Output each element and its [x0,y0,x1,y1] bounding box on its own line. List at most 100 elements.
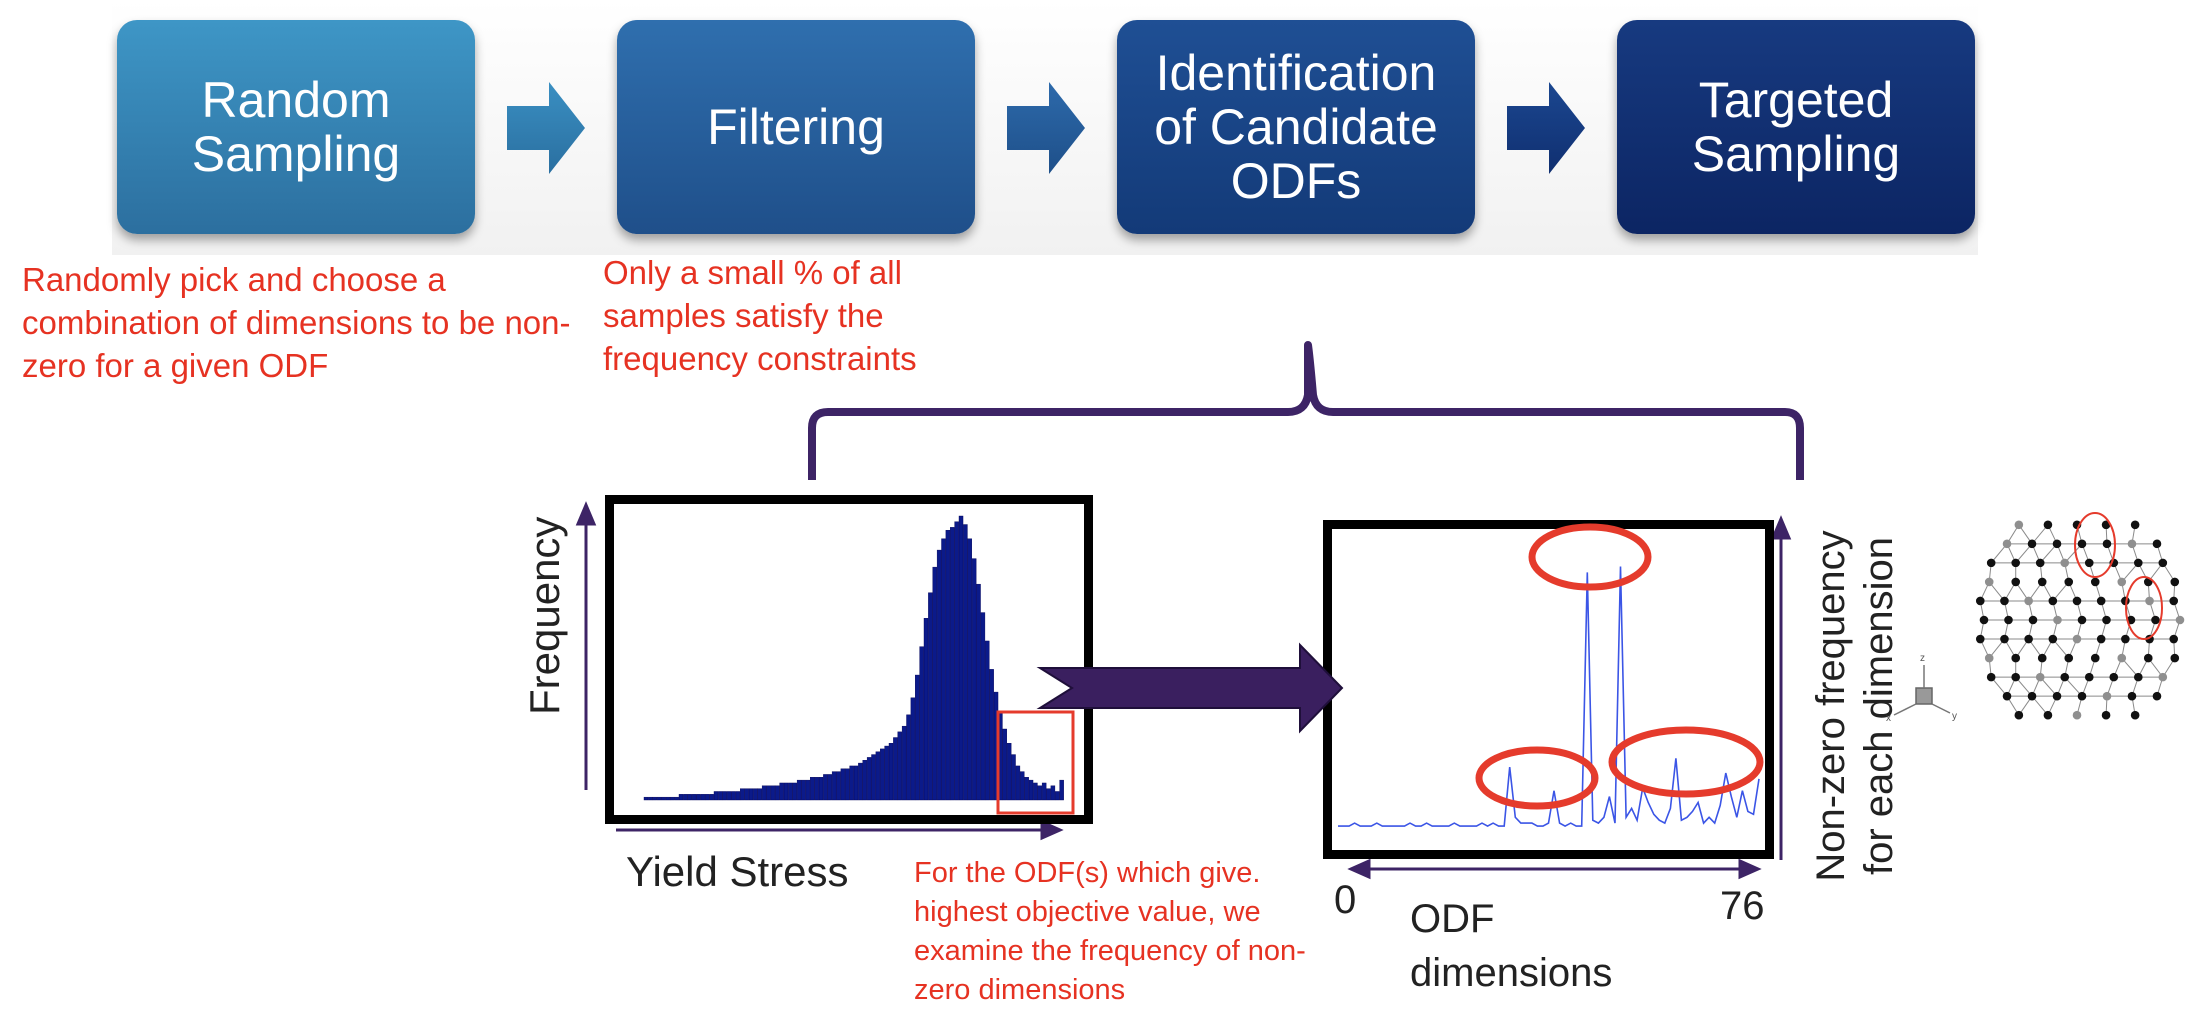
histogram-bar [915,674,920,801]
histogram-bar [840,768,846,801]
sphere-node [2052,691,2062,701]
odf-series-line [1338,566,1760,828]
histogram-bar [783,782,789,801]
step-filtering: Filtering [617,20,975,234]
sphere-node [2004,615,2013,625]
histogram-bar [740,788,745,801]
sphere-node [2175,615,2185,625]
sphere-node [2053,615,2062,625]
histogram-bar [1006,742,1012,801]
sphere-node [2145,596,2154,606]
histogram-bar [897,731,902,801]
sphere-node [2102,691,2112,701]
histogram-bar [836,771,841,801]
histogram-bar [910,697,916,801]
histogram-bar [906,714,911,801]
sphere-node [2028,615,2038,625]
sphere-node [2027,539,2037,549]
histogram-bar [753,788,758,801]
sphere-node [1984,577,1994,587]
histogram-bar [705,794,710,801]
sphere-node [2090,577,2100,587]
histogram-bar [1033,782,1038,801]
sphere-node [2101,710,2111,720]
histogram-bar [950,527,955,801]
sphere-node [2002,539,2012,549]
histogram-bar [731,791,736,801]
step-label: Targeted Sampling [1691,72,1901,182]
sphere-node [2130,520,2140,530]
histogram-bar [871,754,876,801]
sphere-node [2014,710,2024,720]
sphere-node [2043,520,2053,530]
histogram-bar [744,788,749,801]
histogram-bar [901,725,907,801]
histogram-bar [670,796,675,801]
histogram-bar [713,791,719,801]
sphere-node [2064,577,2074,587]
sphere-node [2000,596,2009,606]
histogram-bar [853,765,859,801]
histogram-bar [1059,779,1064,801]
histogram-bar [683,794,688,801]
histogram-bar [796,779,802,801]
histogram-bar [687,794,692,801]
note-odf-examine: For the ODF(s) which give. highest objec… [914,857,1306,1006]
histogram-bar [792,782,797,801]
histogram-bar [674,796,679,801]
sphere-node [2127,691,2137,701]
note-filtering: Only a small % of all samples satisfy th… [603,254,917,377]
sphere-node [2060,558,2070,568]
red-circle-right [1608,726,1764,798]
sphere-node [2048,634,2058,644]
sphere-node [1984,653,1994,663]
histogram-bar [941,538,946,801]
histogram-bar [665,796,671,801]
sphere-highlight-top [2074,512,2116,578]
histogram-bar [726,791,732,801]
histogram-bar [709,794,714,801]
histogram-bar [1046,788,1051,801]
histogram-bar [788,782,793,801]
sphere-node [2000,634,2009,644]
sphere-node [1975,634,1985,644]
sphere-node [2117,653,2127,663]
histogram-bar [656,796,662,801]
step-label: Filtering [707,99,885,155]
sphere-node [2109,672,2119,682]
sphere-node [2072,634,2082,644]
histogram-bar [880,748,885,801]
histogram-bar [1050,785,1056,801]
histogram-bar [735,791,741,801]
sphere-node [2060,672,2070,682]
histogram-bar [945,530,951,801]
sphere-node [2011,672,2021,682]
odf-xlabel: ODF dimensions [1410,897,1613,995]
histogram-chart [643,515,1064,801]
histogram-bar [875,751,881,801]
sphere-node [2072,710,2082,720]
histogram-y-axis [575,501,597,790]
sphere-node [2014,520,2024,530]
histogram-tail-highlight [996,710,1075,815]
histogram-bar [1002,728,1007,801]
sphere-node [2002,691,2012,701]
step-label: Identification of Candidate ODFs [1154,45,1438,209]
red-circle-top [1528,523,1652,591]
histogram-bar [888,742,894,801]
sphere-node [2011,577,2021,587]
histogram-bar [967,538,972,801]
svg-text:z: z [1920,653,1925,664]
histogram-bar [858,762,863,801]
histogram-bar [866,757,872,801]
histogram-bar [696,794,701,801]
histogram-bar [643,796,649,801]
histogram-bar [831,771,837,801]
odf-line-chart [1338,566,1760,828]
sphere-node [2064,653,2074,663]
histogram-bar [976,583,981,801]
step-targeted-sampling: Targeted Sampling [1617,20,1975,234]
histogram-bar [805,779,811,801]
histogram-bar [691,794,697,801]
odf-sphere-icon: z x y [1886,512,2185,724]
